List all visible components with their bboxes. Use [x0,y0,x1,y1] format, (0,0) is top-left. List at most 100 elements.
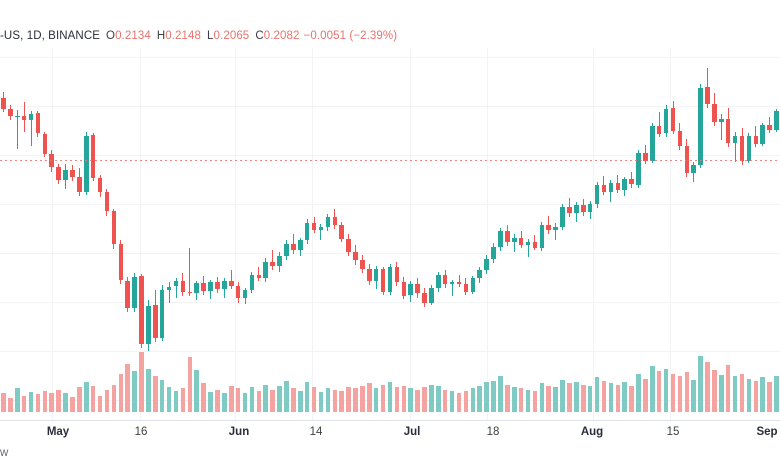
candle-body [705,87,710,105]
volume-bar [297,390,303,412]
candle-wick [734,132,736,162]
candle-body [180,281,186,292]
volume-bar [346,387,351,412]
volume-bar [753,381,759,412]
volume-bar [705,362,710,412]
h-gridline [0,106,780,107]
volume-bar [712,369,717,412]
candle-body [511,237,517,243]
candle-body [346,239,351,252]
volume-bar [560,379,565,412]
h-gridline [0,155,780,156]
tradingview-brand-label: w [0,447,9,459]
candle-wick [16,110,18,150]
volume-bar [49,392,55,412]
candle-wick [720,114,722,141]
volume-bar [574,382,579,412]
candle-body [477,270,482,279]
chart-plot-area[interactable] [0,48,780,420]
x-axis[interactable]: May 16 Jun 14 Jul 18 Aug 15 Sep [0,420,780,447]
volume-bar [456,393,462,412]
candle-body [325,216,331,228]
v-gridline [52,48,53,420]
volume-bar [650,366,655,412]
open-label: O [106,30,116,42]
candle-body [187,291,193,294]
volume-bar [739,373,745,412]
candle-body [712,104,717,123]
volume-bar [77,387,82,412]
low-value: 0.2065 [213,30,250,42]
volume-bar [242,393,248,412]
volume-bar [505,384,510,412]
candle-body [146,306,151,345]
volume-bar [353,388,358,412]
x-axis-tick: May [46,426,70,438]
candle-wick [272,249,274,270]
volume-bar [70,397,75,412]
volume-bar [498,376,503,412]
v-gridline [140,48,141,420]
candle-body [746,135,752,162]
candle-body [401,282,407,296]
volume-bar [594,377,600,412]
candle-wick [320,224,322,240]
volume-bar [436,385,441,412]
candle-body [70,170,75,177]
candle-body [297,240,303,250]
close-label: C [255,30,264,42]
candle-body [242,290,248,299]
volume-bar [629,385,634,412]
volume-bar [111,384,117,412]
candle-body [173,281,179,287]
volume-bar [408,388,413,412]
candle-body [56,167,61,180]
candle-body [311,222,317,230]
h-gridline [0,302,780,303]
volume-bar [511,387,517,412]
candle-body [28,114,34,120]
candle-wick [527,238,529,257]
candle-body [367,269,372,282]
volume-bar [8,398,13,412]
h-gridline [0,253,780,254]
volume-bar [774,376,779,412]
candle-body [84,135,89,192]
candle-body [97,177,103,192]
candle-body [21,115,27,120]
candle-wick [189,248,191,297]
volume-bar [228,385,234,412]
chart-legend[interactable]: -US, 1D, BINANCE O0.2134 H0.2148 L0.2065 C0.… [0,28,397,44]
volume-bar [449,390,455,412]
volume-bar [235,388,241,412]
v-gridline [593,48,594,420]
candle-wick [30,111,32,147]
volume-bar [208,391,213,412]
candle-body [539,225,545,248]
volume-bar [719,374,724,412]
candle-body [650,126,655,161]
candle-body [42,133,48,154]
candle-body [436,274,441,288]
volume-bar [270,389,275,412]
candle-body [463,284,469,292]
symbol-label[interactable]: -US, 1D, BINANCE [0,30,101,42]
volume-bar [1,393,6,412]
candle-body [663,108,669,134]
candle-body [622,179,627,190]
candle-body [470,278,476,292]
volume-bar [463,390,469,412]
candle-body [684,146,690,174]
candle-body [505,231,510,243]
candle-body [166,286,172,291]
v-gridline [312,48,313,420]
candle-body [63,170,68,180]
h-gridline [0,57,780,58]
grid-layer [0,48,780,420]
candle-body [498,231,503,247]
candle-body [739,135,745,162]
candle-body [415,284,420,294]
candle-body [546,225,552,231]
volume-bar [470,388,476,412]
candle-body [235,286,241,299]
